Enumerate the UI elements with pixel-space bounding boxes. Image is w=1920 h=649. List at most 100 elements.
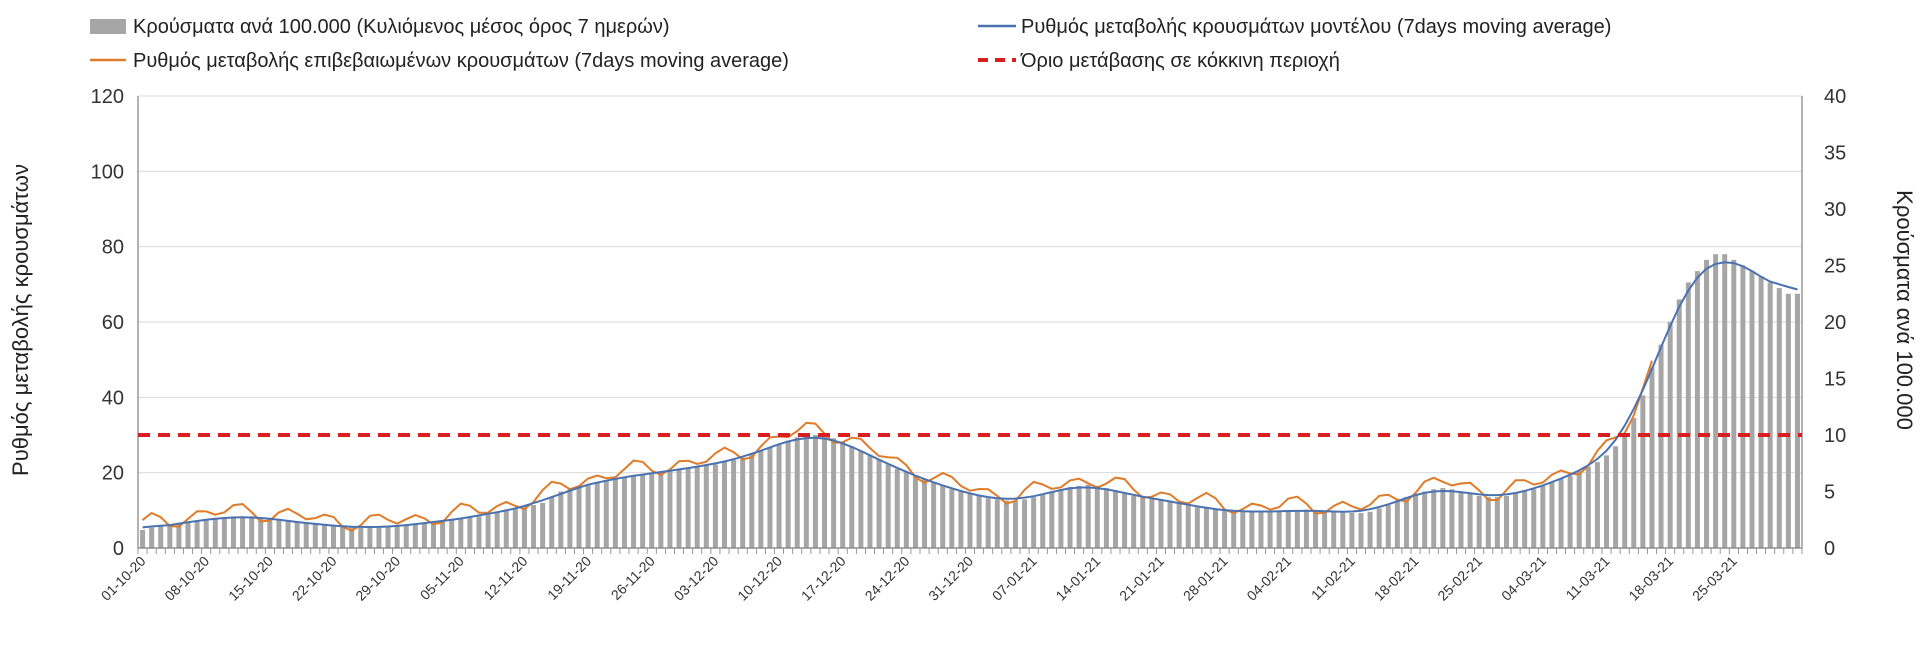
bar [822,436,828,548]
bar [1012,500,1018,548]
bar [1767,282,1773,548]
bar [567,489,573,548]
bar [403,525,409,548]
bar [1067,486,1073,548]
bar [594,482,600,548]
bar [1203,508,1209,548]
bar [1358,512,1364,548]
bar [612,477,618,548]
x-tick-label: 03-12-20 [671,553,722,604]
bar [631,475,637,548]
bar [785,440,791,548]
bar [1749,271,1755,548]
bar [1222,510,1228,548]
left-tick-label: 0 [113,538,124,560]
bar [1276,511,1282,548]
bar [840,441,846,548]
x-tick-label: 29-10-20 [352,553,403,604]
bar [1140,497,1146,548]
bar [1476,496,1482,548]
bar [1540,485,1546,548]
bar [176,523,182,548]
bar [721,462,727,548]
bar [1485,497,1491,548]
x-tick-label: 17-12-20 [798,553,849,604]
bar [858,450,864,548]
bar [158,526,164,548]
bar [1594,462,1600,548]
left-axis-title: Ρυθμός μεταβολής κρουσμάτων [8,164,33,476]
bar [203,519,209,548]
x-tick-label: 19-11-20 [544,553,594,603]
bar [458,518,464,548]
bar [276,519,282,548]
bar [376,527,382,548]
bar [1049,491,1055,548]
bar [740,457,746,548]
x-tick-label: 11-03-21 [1562,553,1612,603]
right-axis-title: Κρούσματα ανά 100.000 [1892,190,1917,430]
bar [1458,491,1464,548]
bar [1267,511,1273,548]
bar [449,519,455,548]
bar [1531,489,1537,548]
bar [685,467,691,548]
bar [303,523,309,548]
bar [1167,500,1173,548]
bar [1340,511,1346,548]
bar [794,437,800,548]
bar [512,508,518,548]
bar [1112,491,1118,548]
bar [1194,507,1200,548]
bar [1031,497,1037,548]
x-tick-label: 18-03-21 [1625,553,1676,604]
x-tick-label: 01-10-20 [98,553,149,604]
bar [1731,259,1737,548]
bar [349,526,355,548]
bar [694,466,700,548]
bar [876,459,882,548]
bar [1576,471,1582,548]
bar [440,520,446,548]
bar [1631,418,1637,548]
bar [1385,505,1391,548]
bar [1431,489,1437,548]
bar [1294,510,1300,548]
bar [1313,510,1319,548]
bar [1649,367,1655,548]
bar [221,517,227,548]
bar [1176,502,1182,548]
bar [940,485,946,548]
bar [185,522,191,548]
x-tick-label: 26-11-20 [608,553,658,603]
gridlines [138,95,1802,474]
legend-model-label: Ρυθμός μεταβολής κρουσμάτων μοντέλου (7d… [1021,16,1611,38]
bar [503,509,509,548]
right-tick-label: 10 [1824,425,1846,447]
bar [1131,496,1137,548]
bar [894,468,900,548]
bar [803,435,809,548]
bar [712,464,718,548]
right-y-ticks: 0 5 10 15 20 25 30 35 40 [1824,86,1846,560]
right-tick-label: 35 [1824,143,1846,165]
bar [421,523,427,548]
bar [1513,493,1519,548]
bar [1685,282,1691,548]
x-tick-label: 18-02-21 [1371,553,1422,604]
bar [1285,510,1291,548]
x-tick-label: 21-01-21 [1116,553,1167,604]
bar [1249,511,1255,548]
bar [149,527,155,548]
bar [1394,500,1400,548]
x-tick-label: 10-12-20 [734,553,785,604]
right-tick-label: 5 [1824,482,1835,504]
bar [667,471,673,548]
right-tick-label: 25 [1824,256,1846,278]
x-tick-label: 25-03-21 [1689,553,1740,604]
bar [1613,446,1619,548]
bar [1149,498,1155,548]
legend-confirmed-label: Ρυθμός μεταβολής επιβεβαιωμένων κρουσμάτ… [133,50,789,72]
bar [640,474,646,548]
bar [767,447,773,548]
